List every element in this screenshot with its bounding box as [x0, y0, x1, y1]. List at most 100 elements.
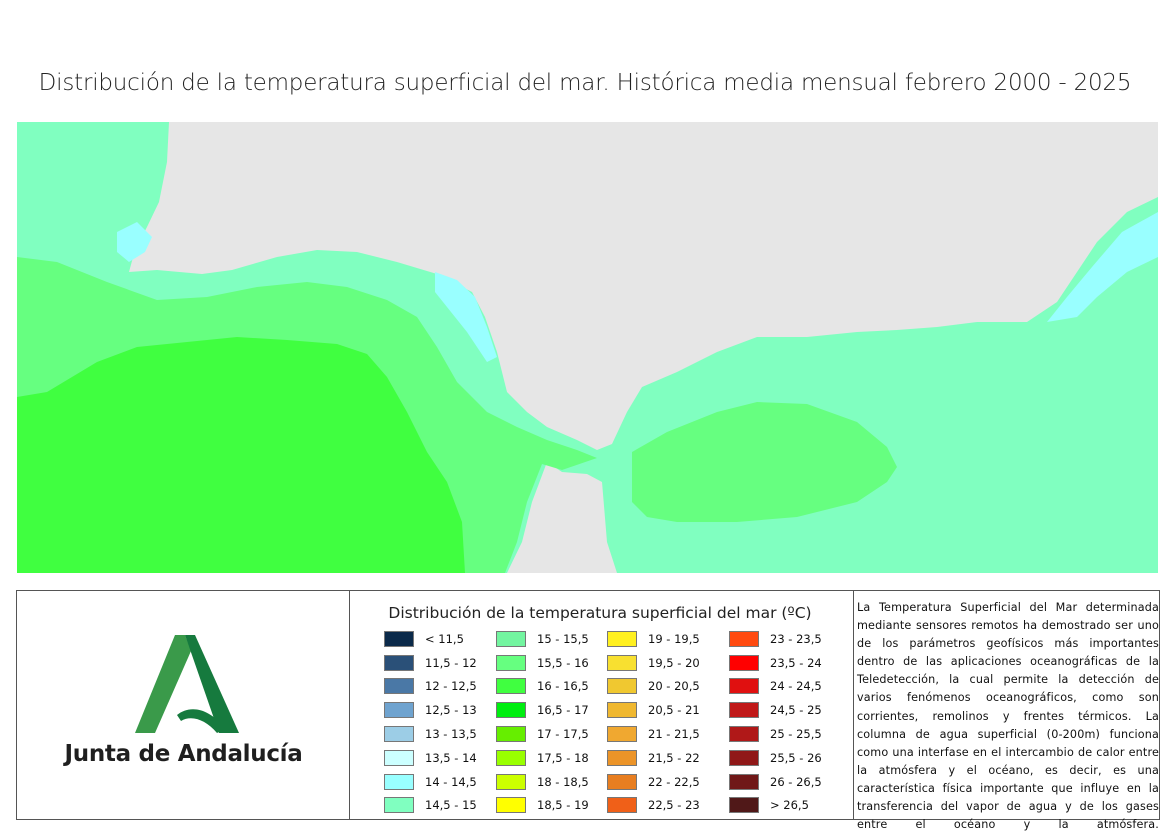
legend-label: 20,5 - 21: [648, 703, 700, 718]
legend-label: 14 - 14,5: [425, 774, 477, 789]
legend-swatch: [496, 773, 526, 790]
legend-swatch: [729, 678, 759, 695]
junta-logo-icon: [135, 635, 239, 733]
legend-swatch: [496, 654, 526, 671]
legend-label: 18,5 - 19: [537, 798, 589, 813]
legend-item: 17,5 - 18: [496, 746, 607, 770]
legend-swatch: [384, 654, 414, 671]
legend-swatch: [384, 630, 414, 647]
legend-swatch: [384, 702, 414, 719]
legend-item: 12,5 - 13: [384, 698, 496, 722]
legend-item: 18 - 18,5: [496, 770, 607, 794]
sea-temperature-map: [17, 122, 1158, 573]
sea-zone-atlantic-core: [17, 337, 465, 573]
legend-label: 25,5 - 26: [770, 750, 822, 765]
legend-item: 13 - 13,5: [384, 722, 496, 746]
legend-swatch: [496, 749, 526, 766]
legend-label: < 11,5: [425, 631, 464, 646]
legend-label: > 26,5: [770, 798, 809, 813]
legend-label: 19 - 19,5: [648, 631, 700, 646]
legend-item: 15,5 - 16: [496, 651, 607, 675]
legend-swatch: [729, 702, 759, 719]
legend-item: 11,5 - 12: [384, 651, 496, 675]
legend-grid: < 11,5 11,5 - 12 12 - 12,5 12,5 - 13 13 - 13…: [384, 627, 829, 817]
description-text: La Temperatura Superficial del Mar deter…: [857, 601, 1159, 832]
sea-zone-mediterranean-mid: [632, 402, 897, 522]
legend-item: > 26,5: [729, 794, 829, 818]
sea-zone-cold-gulf: [117, 222, 152, 262]
legend-swatch: [496, 630, 526, 647]
legend-swatch: [729, 773, 759, 790]
logo-right-stroke: [185, 635, 239, 733]
legend-title: Distribución de la temperatura superfici…: [388, 604, 812, 622]
legend-item: 17 - 17,5: [496, 722, 607, 746]
legend-label: 19,5 - 20: [648, 655, 700, 670]
legend: Distribución de la temperatura superfici…: [350, 591, 854, 819]
legend-swatch: [729, 630, 759, 647]
legend-swatch: [729, 749, 759, 766]
legend-label: 17,5 - 18: [537, 750, 589, 765]
info-panel: Junta de Andalucía Distribución de la te…: [16, 590, 1161, 831]
legend-item: 25 - 25,5: [729, 722, 829, 746]
sea-zone-cold-east: [1047, 212, 1158, 322]
description-cell: La Temperatura Superficial del Mar deter…: [855, 591, 1161, 831]
legend-swatch: [607, 630, 637, 647]
legend-item: 21,5 - 22: [607, 746, 729, 770]
legend-label: 23 - 23,5: [770, 631, 822, 646]
legend-label: 22,5 - 23: [648, 798, 700, 813]
legend-label: 11,5 - 12: [425, 655, 477, 670]
legend-item: 23 - 23,5: [729, 627, 829, 651]
legend-label: 12,5 - 13: [425, 703, 477, 718]
legend-swatch: [384, 678, 414, 695]
legend-label: 18 - 18,5: [537, 774, 589, 789]
legend-label: 13,5 - 14: [425, 750, 477, 765]
legend-label: 13 - 13,5: [425, 727, 477, 742]
legend-item: 20,5 - 21: [607, 698, 729, 722]
legend-label: 23,5 - 24: [770, 655, 822, 670]
legend-swatch: [384, 773, 414, 790]
legend-swatch: [384, 726, 414, 743]
legend-item: 22 - 22,5: [607, 770, 729, 794]
legend-item: 16,5 - 17: [496, 698, 607, 722]
legend-swatch: [496, 797, 526, 814]
legend-label: 21,5 - 22: [648, 750, 700, 765]
legend-item: 25,5 - 26: [729, 746, 829, 770]
legend-swatch: [729, 726, 759, 743]
legend-item: 14,5 - 15: [384, 794, 496, 818]
map-title: Distribución de la temperatura superfici…: [38, 70, 1132, 96]
legend-item: 15 - 15,5: [496, 627, 607, 651]
legend-swatch: [496, 702, 526, 719]
legend-swatch: [496, 678, 526, 695]
legend-swatch: [607, 654, 637, 671]
legend-swatch: [607, 678, 637, 695]
legend-item: 21 - 21,5: [607, 722, 729, 746]
sea-zone-cold-strait-north: [435, 272, 497, 362]
legend-label: 16,5 - 17: [537, 703, 589, 718]
logo-cell: Junta de Andalucía: [17, 591, 350, 819]
legend-swatch: [729, 654, 759, 671]
legend-item: 20 - 20,5: [607, 675, 729, 699]
legend-item: 14 - 14,5: [384, 770, 496, 794]
legend-label: 22 - 22,5: [648, 774, 700, 789]
legend-item: 24,5 - 25: [729, 698, 829, 722]
legend-item: 24 - 24,5: [729, 675, 829, 699]
legend-swatch: [607, 797, 637, 814]
legend-item: 18,5 - 19: [496, 794, 607, 818]
legend-label: 21 - 21,5: [648, 727, 700, 742]
legend-label: 14,5 - 15: [425, 798, 477, 813]
legend-item: 22,5 - 23: [607, 794, 729, 818]
legend-label: 26 - 26,5: [770, 774, 822, 789]
map-canvas: [17, 122, 1158, 573]
legend-item: 13,5 - 14: [384, 746, 496, 770]
logo-left-stroke: [135, 635, 191, 733]
legend-item: 19,5 - 20: [607, 651, 729, 675]
legend-label: 24,5 - 25: [770, 703, 822, 718]
legend-label: 25 - 25,5: [770, 727, 822, 742]
legend-label: 20 - 20,5: [648, 679, 700, 694]
legend-item: 16 - 16,5: [496, 675, 607, 699]
legend-label: 12 - 12,5: [425, 679, 477, 694]
legend-label: 16 - 16,5: [537, 679, 589, 694]
legend-label: 17 - 17,5: [537, 727, 589, 742]
legend-swatch: [384, 797, 414, 814]
legend-item: 19 - 19,5: [607, 627, 729, 651]
